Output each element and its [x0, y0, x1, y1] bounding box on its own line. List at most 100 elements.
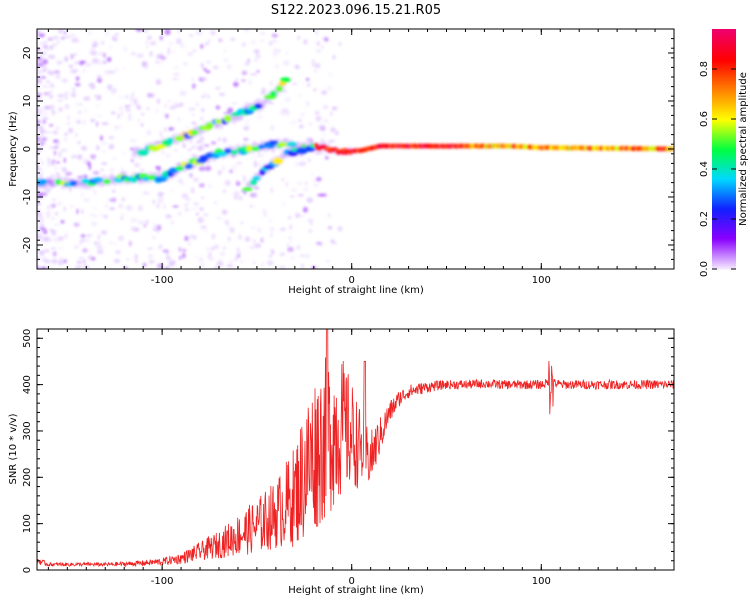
- colorbar-segment: [712, 223, 736, 226]
- noise-speck: [316, 40, 321, 47]
- noise-speck: [261, 87, 266, 92]
- noise-speck: [139, 168, 145, 173]
- noise-speck: [84, 109, 88, 113]
- noise-speck: [37, 79, 43, 84]
- noise-speck: [262, 209, 266, 213]
- noise-speck: [305, 78, 310, 81]
- noise-speck: [208, 257, 216, 261]
- colorbar-segment: [712, 247, 736, 250]
- noise-speck: [129, 94, 135, 99]
- noise-speck: [168, 41, 174, 46]
- noise-speck: [148, 259, 153, 265]
- noise-speck: [71, 155, 78, 159]
- noise-speck: [253, 155, 258, 158]
- noise-speck: [283, 60, 290, 66]
- noise-speck: [74, 82, 81, 87]
- noise-speck: [164, 152, 172, 159]
- colorbar-segment: [712, 103, 736, 106]
- noise-speck: [112, 189, 116, 193]
- noise-speck: [199, 262, 205, 268]
- noise-speck: [215, 216, 223, 220]
- noise-speck: [137, 220, 145, 225]
- noise-speck: [134, 254, 138, 259]
- colorbar-segment: [712, 191, 736, 194]
- colorbar-segment: [712, 153, 736, 156]
- noise-speck: [213, 244, 219, 248]
- noise-speck: [244, 61, 250, 66]
- noise-speck: [329, 139, 336, 143]
- colorbar-segment: [712, 251, 736, 254]
- noise-speck: [296, 244, 301, 250]
- noise-speck: [229, 227, 235, 233]
- noise-speck: [57, 29, 64, 34]
- noise-speck: [220, 251, 226, 256]
- noise-speck: [47, 157, 50, 163]
- noise-speck: [97, 77, 102, 84]
- noise-speck: [109, 240, 112, 245]
- noise-speck: [179, 43, 185, 48]
- noise-speck: [119, 105, 123, 112]
- noise-speck: [233, 191, 240, 197]
- colorbar-segment: [712, 143, 736, 146]
- noise-speck: [240, 79, 246, 82]
- snr-plot: [37, 329, 674, 568]
- colorbar-segment: [712, 83, 736, 86]
- noise-speck: [278, 112, 282, 115]
- noise-speck: [83, 197, 91, 202]
- noise-speck: [233, 81, 239, 87]
- colorbar-segment: [712, 255, 736, 258]
- noise-speck: [299, 112, 306, 117]
- colorbar-segment: [712, 51, 736, 54]
- noise-speck: [46, 211, 52, 215]
- noise-speck: [117, 113, 121, 119]
- y-tick-label: 500: [22, 329, 33, 348]
- noise-speck: [205, 70, 211, 74]
- noise-speck: [152, 235, 156, 240]
- noise-speck: [153, 223, 158, 228]
- colorbar-segment: [712, 203, 736, 206]
- colorbar-segment: [712, 59, 736, 62]
- noise-speck: [110, 167, 114, 173]
- noise-speck: [64, 57, 69, 62]
- noise-speck: [121, 167, 124, 172]
- noise-speck: [296, 93, 303, 98]
- noise-speck: [77, 155, 83, 161]
- colorbar-segment: [712, 259, 736, 262]
- noise-speck: [103, 214, 109, 219]
- noise-speck: [58, 165, 63, 169]
- noise-speck: [188, 107, 192, 112]
- noise-speck: [109, 45, 112, 50]
- tone-core: [102, 179, 111, 184]
- noise-speck: [37, 202, 41, 206]
- noise-speck: [299, 161, 307, 167]
- noise-speck: [217, 170, 222, 176]
- colorbar-segment: [712, 253, 736, 256]
- colorbar-segment: [712, 227, 736, 230]
- colorbar-segment: [712, 225, 736, 228]
- noise-speck: [63, 206, 66, 212]
- noise-speck: [114, 125, 118, 130]
- noise-speck: [243, 125, 250, 131]
- noise-speck: [51, 217, 55, 221]
- noise-speck: [207, 184, 213, 189]
- noise-speck: [117, 125, 123, 129]
- noise-speck: [54, 145, 59, 149]
- noise-speck: [210, 141, 217, 145]
- colorbar-segment: [712, 213, 736, 216]
- noise-speck: [47, 162, 50, 168]
- noise-speck: [37, 222, 41, 228]
- noise-speck: [56, 40, 60, 44]
- tone-core: [277, 142, 288, 147]
- noise-speck: [43, 50, 47, 56]
- colorbar-segment: [712, 149, 736, 152]
- noise-speck: [253, 238, 256, 245]
- colorbar-segment: [712, 129, 736, 132]
- noise-speck: [81, 264, 87, 269]
- noise-speck: [39, 250, 44, 255]
- noise-speck: [53, 236, 61, 242]
- noise-speck: [211, 233, 216, 240]
- noise-speck: [91, 44, 98, 47]
- noise-speck: [253, 261, 256, 264]
- noise-speck: [37, 266, 40, 269]
- noise-speck: [49, 123, 54, 127]
